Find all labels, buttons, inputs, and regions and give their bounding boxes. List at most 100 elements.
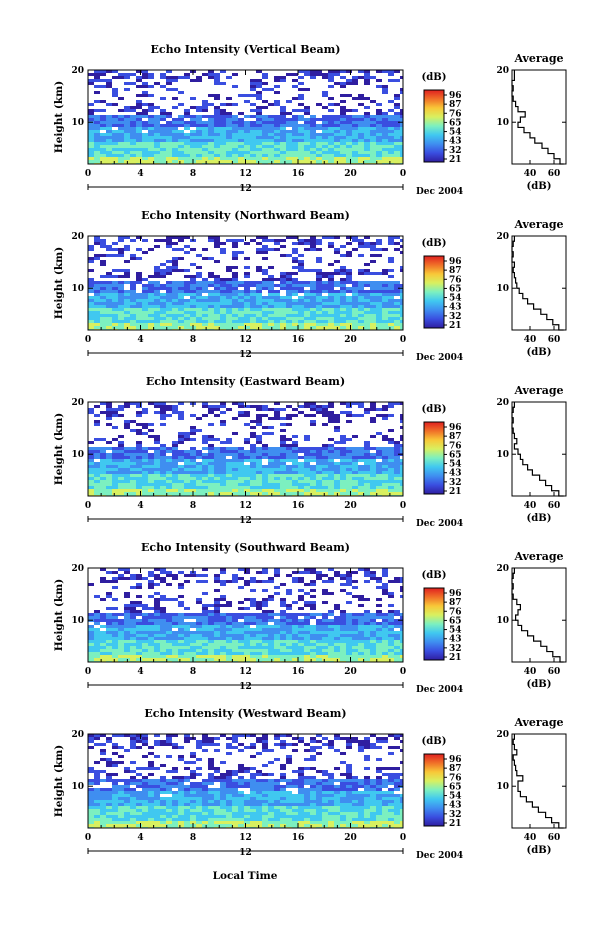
panel-1-title: Echo Intensity (Vertical Beam) <box>150 43 340 56</box>
panel-4-day-axis-label: 12 <box>239 682 252 692</box>
panel-2-x-tick-label: 16 <box>292 335 305 345</box>
panel-3-colorbar-tick-label: 87 <box>449 432 462 442</box>
panel-4-x-tick-label: 20 <box>344 667 357 677</box>
panel-2-colorbar-tick-label: 43 <box>449 303 462 313</box>
panel-2-colorbar-tick-label: 21 <box>449 321 462 331</box>
panel-3-x-tick-label: 0 <box>85 501 91 511</box>
panel-4-colorbar-tick-label: 96 <box>449 589 462 599</box>
panel-4-colorbar-tick-label: 76 <box>449 607 462 617</box>
panel-4-colorbar-tick-label: 43 <box>449 635 462 645</box>
panel-2-x-tick-label: 0 <box>85 335 91 345</box>
panel-4-average-x-label: (dB) <box>527 679 552 690</box>
panel-3-colorbar-tick-label: 76 <box>449 441 462 451</box>
panel-4-average-x-tick-label: 60 <box>548 667 561 677</box>
panel-3-average-profile-line <box>511 402 564 497</box>
panel-4-average-x-tick-label: 40 <box>524 667 537 677</box>
panel-2-heatmap <box>88 236 403 330</box>
panel-5-average-title: Average <box>513 716 563 729</box>
panel-1-y-tick-label: 10 <box>71 118 84 128</box>
panel-3-average-y-tick-label: 20 <box>496 398 509 408</box>
panel-5-average-y-tick-label: 10 <box>496 782 509 792</box>
panel-5-title: Echo Intensity (Westward Beam) <box>144 707 346 720</box>
panel-4-colorbar-tick-label: 54 <box>449 626 462 636</box>
panel-2-y-axis-label: Height (km) <box>53 247 65 319</box>
panel-4-average-y-tick-label: 10 <box>496 616 509 626</box>
panel-3-title: Echo Intensity (Eastward Beam) <box>146 375 345 388</box>
panel-3-colorbar-tick-label: 54 <box>449 460 462 470</box>
panel-2-x-tick-label: 8 <box>190 335 196 345</box>
panel-3-colorbar-tick-label: 65 <box>449 450 462 460</box>
panel-4-colorbar-tick-label: 21 <box>449 653 462 663</box>
panel-5-average-frame <box>511 733 567 829</box>
panel-2-x-tick-label: 0 <box>400 335 406 345</box>
panel-4-average-y-tick-label: 20 <box>496 564 509 574</box>
panel-5-colorbar-tick-label: 87 <box>449 764 462 774</box>
panel-3-y-tick-label: 10 <box>71 450 84 460</box>
panel-5-x-tick-label: 0 <box>400 833 406 843</box>
panel-4-colorbar-title: (dB) <box>422 570 447 581</box>
panel-3-average-x-label: (dB) <box>527 513 552 524</box>
panel-5-average-x-tick-label: 40 <box>524 833 537 843</box>
panel-2-colorbar-tick-label: 65 <box>449 284 462 294</box>
panel-3-heatmap <box>88 402 403 496</box>
panel-3-colorbar-tick-label: 21 <box>449 487 462 497</box>
panel-3-average-title: Average <box>513 384 563 397</box>
panel-3-colorbar-tick-label: 43 <box>449 469 462 479</box>
panel-5-x-tick-label: 16 <box>292 833 305 843</box>
panel-2-y-tick-label: 20 <box>71 232 84 242</box>
panel-3-x-tick-label: 16 <box>292 501 305 511</box>
panel-1-average-y-tick-label: 20 <box>496 66 509 76</box>
panel-1-x-tick-label: 8 <box>190 169 196 179</box>
panel-4-x-tick-label: 4 <box>137 667 143 677</box>
panel-4-y-tick-label: 20 <box>71 564 84 574</box>
panel-2-average-x-label: (dB) <box>527 347 552 358</box>
panel-3-x-tick-label: 4 <box>137 501 143 511</box>
panel-2-average-frame <box>511 235 567 331</box>
panel-1-colorbar <box>423 89 445 163</box>
panel-3-date-label: Dec 2004 <box>416 519 463 529</box>
panel-5-y-tick-label: 10 <box>71 782 84 792</box>
panel-4-colorbar-tick-label: 65 <box>449 616 462 626</box>
panel-2-colorbar-tick-label: 87 <box>449 266 462 276</box>
panel-5-x-tick-label: 4 <box>137 833 143 843</box>
panel-5-average-y-tick-label: 20 <box>496 730 509 740</box>
panel-3-y-axis-label: Height (km) <box>53 413 65 485</box>
panel-4-x-tick-label: 0 <box>85 667 91 677</box>
panel-5-colorbar-tick-label: 54 <box>449 792 462 802</box>
panel-1-average-title: Average <box>513 52 563 65</box>
panel-5-x-tick-label: 8 <box>190 833 196 843</box>
panel-5-colorbar-tick-label: 32 <box>449 810 462 820</box>
panel-4-y-tick-label: 10 <box>71 616 84 626</box>
panel-3-average-y-tick-label: 10 <box>496 450 509 460</box>
panel-5-x-tick-label: 0 <box>85 833 91 843</box>
panel-1-x-tick-label: 0 <box>400 169 406 179</box>
panel-1-average-x-label: (dB) <box>527 181 552 192</box>
panel-1-colorbar-tick-label: 65 <box>449 118 462 128</box>
panel-4-y-axis-label: Height (km) <box>53 579 65 651</box>
panel-5-x-tick-label: 20 <box>344 833 357 843</box>
panel-2-colorbar-tick-label: 54 <box>449 294 462 304</box>
panel-3-average-frame <box>511 401 567 497</box>
panel-1-colorbar-tick-label: 43 <box>449 137 462 147</box>
panel-2-average-y-tick-label: 10 <box>496 284 509 294</box>
panel-5-average-x-tick-label: 60 <box>548 833 561 843</box>
panel-1-day-axis-label: 12 <box>239 184 252 194</box>
panel-4-average-profile-line <box>511 568 564 663</box>
panel-1-average-x-tick-label: 40 <box>524 169 537 179</box>
panel-1-x-tick-label: 0 <box>85 169 91 179</box>
panel-2-colorbar-title: (dB) <box>422 238 447 249</box>
panel-2-colorbar-tick-label: 96 <box>449 257 462 267</box>
panel-2-average-y-tick-label: 20 <box>496 232 509 242</box>
panel-3-average-x-tick-label: 40 <box>524 501 537 511</box>
panel-1-average-frame <box>511 69 567 165</box>
panel-3-day-axis-label: 12 <box>239 516 252 526</box>
panel-1-average-x-tick-label: 60 <box>548 169 561 179</box>
panel-5-average-x-label: (dB) <box>527 845 552 856</box>
panel-2-average-x-tick-label: 40 <box>524 335 537 345</box>
panel-4-colorbar <box>423 587 445 661</box>
panel-5-colorbar-tick-label: 65 <box>449 782 462 792</box>
panel-1-colorbar-tick-label: 54 <box>449 128 462 138</box>
panel-3-x-tick-label: 20 <box>344 501 357 511</box>
panel-1-colorbar-tick-label: 76 <box>449 109 462 119</box>
panel-4-x-tick-label: 0 <box>400 667 406 677</box>
